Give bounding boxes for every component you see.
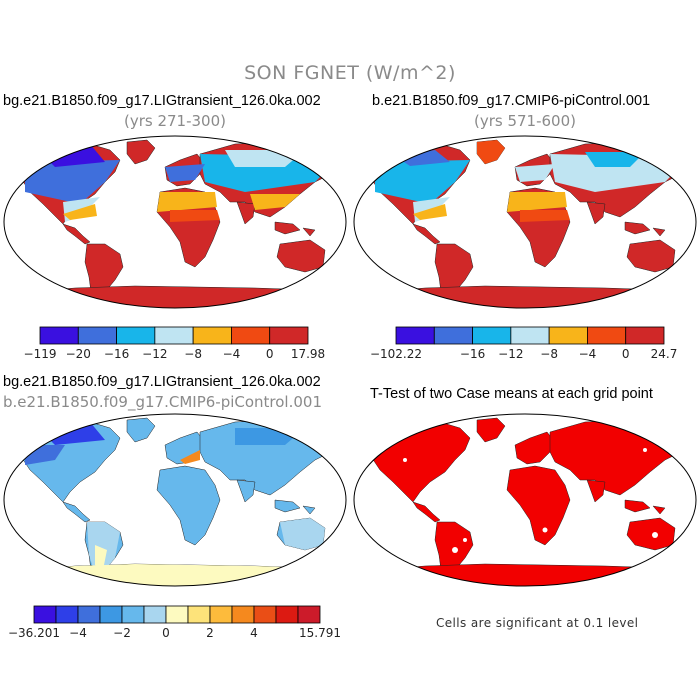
colorbar-2-bin-5 [587, 326, 627, 345]
colorbar-3-bin-3 [99, 605, 123, 624]
colorbar-3-bin-12 [297, 605, 321, 624]
colorbar-3-label: 15.791 [299, 626, 341, 640]
border-panel-4 [353, 413, 697, 587]
colorbar-3-bin-11 [275, 605, 299, 624]
panel-2-title: b.e21.B1850.f09_g17.CMIP6-piControl.001 [372, 93, 651, 109]
colorbar-1-bin-5 [231, 326, 271, 345]
map-panel-3 [3, 413, 347, 587]
colorbar-3-bin-10 [253, 605, 277, 624]
colorbar-2-label: −4 [578, 347, 597, 361]
colorbar-1-bin-6 [269, 326, 309, 345]
map-panel-4 [353, 413, 697, 587]
colorbar-2 [395, 326, 665, 345]
colorbar-3-bin-4 [121, 605, 145, 624]
colorbar-3-bin-0 [33, 605, 57, 624]
colorbar-2-label: 24.7 [650, 347, 678, 361]
panel-4-title: T-Test of two Case means at each grid po… [370, 386, 653, 402]
colorbar-3-label: 2 [206, 626, 214, 640]
panel-3-subtitle: b.e21.B1850.f09_g17.CMIP6-piControl.001 [3, 393, 322, 411]
colorbar-1-label: −119 [23, 347, 57, 361]
colorbar-2-label: 0 [621, 347, 630, 361]
colorbar-1-label: 0 [265, 347, 274, 361]
colorbar-2-bin-2 [472, 326, 512, 345]
colorbar-3-bin-5 [143, 605, 167, 624]
colorbar-1-bin-2 [116, 326, 156, 345]
colorbar-2-bin-1 [433, 326, 473, 345]
colorbar-1-label: 17.98 [290, 347, 326, 361]
colorbar-2-label: −16 [459, 347, 486, 361]
significance-note: Cells are significant at 0.1 level [436, 616, 639, 630]
colorbar-3-bin-2 [77, 605, 101, 624]
colorbar-3-label: −36.201 [7, 626, 61, 640]
figure-title: SON FGNET (W/m^2) [244, 62, 456, 84]
colorbar-2-bin-6 [625, 326, 665, 345]
colorbar-3-bin-6 [165, 605, 189, 624]
colorbar-2-label: −8 [540, 347, 558, 361]
colorbar-3-bin-1 [55, 605, 79, 624]
colorbar-1 [39, 326, 309, 345]
colorbar-1-bin-4 [192, 326, 232, 345]
colorbar-2-bin-4 [548, 326, 588, 345]
panel-1-subtitle: (yrs 271-300) [123, 112, 226, 130]
map-panel-1 [3, 135, 347, 309]
colorbar-1-label: −4 [222, 347, 241, 361]
colorbar-2-label: −102.22 [369, 347, 423, 361]
colorbar-1-label: −8 [184, 347, 202, 361]
colorbar-1-bin-3 [154, 326, 194, 345]
colorbar-2-bin-3 [510, 326, 550, 345]
colorbar-1-label: −12 [142, 347, 168, 361]
colorbar-1-label: −16 [103, 347, 130, 361]
colorbar-3-bin-9 [231, 605, 255, 624]
colorbar-3-label: 0 [162, 626, 170, 640]
colorbar-1-label: −20 [65, 347, 91, 361]
panel-2-subtitle: (yrs 571-600) [473, 112, 576, 130]
panel-1-title: bg.e21.B1850.f09_g17.LIGtransient_126.0k… [3, 93, 321, 109]
colorbar-3-label: −2 [113, 626, 131, 640]
colorbar-3 [33, 605, 321, 624]
colorbar-1-bin-1 [77, 326, 117, 345]
border-panel-3 [3, 413, 347, 587]
map-panel-2 [353, 135, 697, 309]
border-panel-1 [3, 135, 347, 309]
colorbar-2-label: −12 [498, 347, 524, 361]
colorbar-3-bin-8 [209, 605, 233, 624]
colorbar-3-label: −4 [69, 626, 87, 640]
border-panel-2 [353, 135, 697, 309]
colorbar-1-bin-0 [39, 326, 79, 345]
panel-3-title: bg.e21.B1850.f09_g17.LIGtransient_126.0k… [3, 374, 321, 390]
colorbar-3-bin-7 [187, 605, 211, 624]
colorbar-3-label: 4 [250, 626, 258, 640]
colorbar-2-bin-0 [395, 326, 435, 345]
